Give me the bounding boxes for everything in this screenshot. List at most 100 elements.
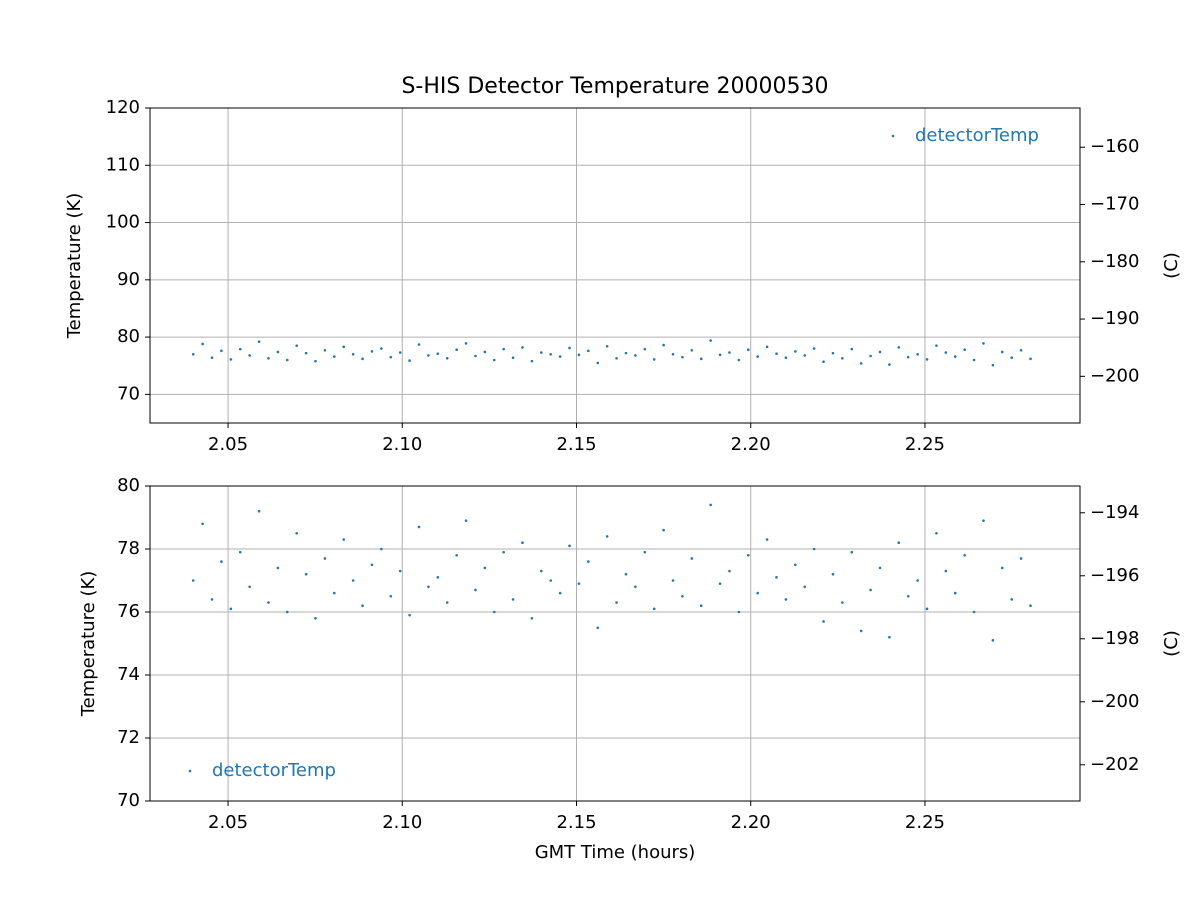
point — [944, 569, 948, 573]
point — [991, 363, 995, 367]
point — [652, 358, 656, 361]
point — [822, 360, 825, 364]
point — [662, 528, 665, 532]
point — [841, 601, 844, 604]
point — [455, 348, 458, 351]
point — [953, 355, 957, 358]
point — [511, 598, 515, 601]
point — [587, 560, 590, 563]
point — [925, 358, 929, 361]
legend-marker — [188, 769, 192, 773]
point — [728, 569, 731, 573]
point — [408, 613, 411, 617]
axes-frame — [149, 107, 1081, 424]
point — [285, 358, 289, 362]
x-tick-label: 2.20 — [731, 812, 771, 833]
point — [794, 350, 797, 353]
point — [897, 346, 901, 349]
point — [888, 363, 891, 366]
point — [1029, 357, 1032, 361]
y-axis-label: Temperature (K) — [78, 571, 99, 718]
point — [784, 356, 788, 360]
point — [916, 352, 919, 356]
point — [878, 350, 882, 354]
point — [1019, 557, 1023, 560]
point — [982, 342, 985, 345]
point — [756, 591, 759, 595]
y-tick-label: 70 — [117, 383, 140, 404]
y2-axis-label: (C) — [1161, 630, 1182, 657]
x-tick-label: 2.20 — [731, 434, 771, 455]
legend-label: detectorTemp — [915, 125, 1039, 146]
point — [756, 355, 759, 358]
point — [746, 554, 750, 557]
point — [276, 566, 280, 570]
y2-tick-label: −180 — [1090, 251, 1139, 272]
point — [502, 550, 505, 554]
point — [483, 350, 487, 354]
y2-tick-label: −200 — [1090, 365, 1139, 386]
point — [342, 538, 346, 541]
point — [850, 550, 854, 554]
axes-frame — [149, 485, 1081, 802]
y-tick-label: 100 — [106, 212, 140, 233]
point — [220, 349, 223, 353]
point — [201, 342, 204, 346]
point — [436, 352, 440, 356]
point — [492, 358, 496, 362]
point — [775, 576, 778, 579]
point — [831, 351, 835, 355]
point — [634, 585, 637, 589]
point — [652, 607, 656, 611]
point — [944, 351, 948, 354]
point — [549, 579, 553, 582]
point — [398, 569, 402, 573]
x-tick-label: 2.15 — [556, 812, 596, 833]
y-tick-label: 70 — [117, 790, 140, 811]
point — [427, 585, 430, 589]
point — [351, 579, 355, 582]
point — [351, 352, 355, 356]
point — [615, 601, 618, 604]
point — [248, 585, 251, 589]
point — [831, 572, 835, 576]
point — [568, 346, 571, 350]
point — [380, 347, 383, 350]
y-tick-label: 120 — [106, 97, 140, 118]
point — [1000, 350, 1004, 354]
point — [333, 355, 336, 358]
x-tick-label: 2.05 — [208, 812, 248, 833]
point — [699, 604, 703, 607]
y2-tick-label: −190 — [1090, 308, 1139, 329]
x-tick-label: 2.05 — [208, 434, 248, 455]
point — [794, 563, 797, 567]
point — [643, 550, 647, 554]
point — [474, 588, 477, 592]
point — [728, 351, 731, 354]
point — [699, 357, 703, 361]
point — [605, 535, 609, 538]
point — [530, 359, 534, 363]
point — [737, 358, 741, 362]
point — [577, 582, 581, 585]
point — [587, 349, 590, 353]
y-tick-label: 76 — [117, 601, 140, 622]
point — [521, 346, 524, 349]
point — [257, 509, 261, 513]
point — [238, 347, 242, 351]
chart-title: S-HIS Detector Temperature 20000530 — [401, 74, 828, 99]
x-axis-label: GMT Time (hours) — [535, 842, 696, 863]
point — [257, 340, 261, 343]
y2-tick-label: −160 — [1090, 136, 1139, 157]
point — [897, 541, 901, 544]
point — [445, 601, 449, 604]
y2-tick-label: −202 — [1090, 754, 1139, 775]
point — [935, 344, 938, 347]
point — [502, 347, 505, 351]
point — [624, 572, 628, 576]
point — [906, 355, 910, 359]
point — [295, 531, 298, 535]
point — [1029, 604, 1032, 607]
point — [389, 594, 393, 598]
y2-tick-label: −194 — [1090, 502, 1139, 523]
